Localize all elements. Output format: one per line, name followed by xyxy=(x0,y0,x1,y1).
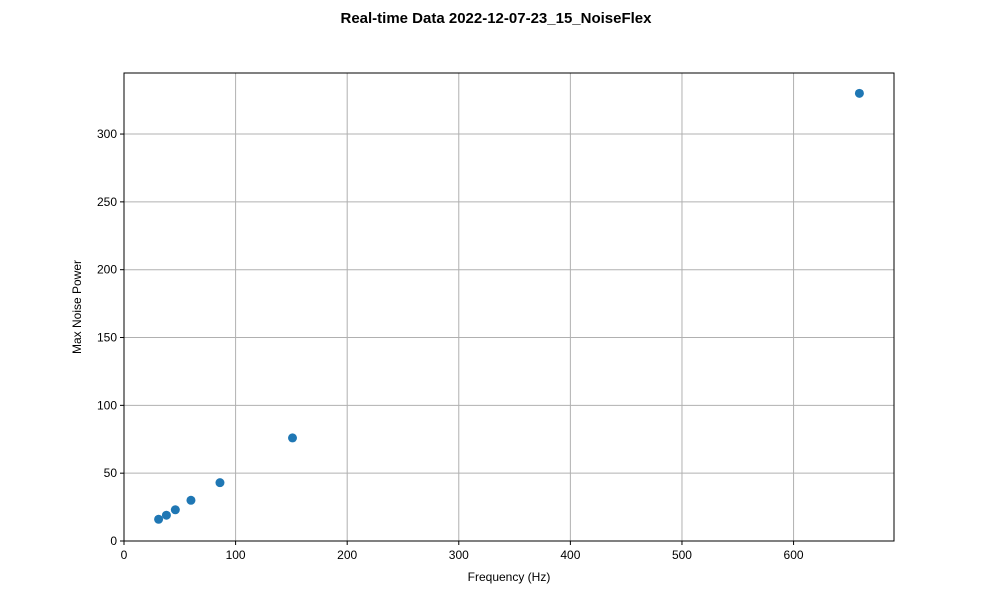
chart-title: Real-time Data 2022-12-07-23_15_NoiseFle… xyxy=(340,10,652,27)
x-axis-label: Frequency (Hz) xyxy=(468,570,551,584)
data-point xyxy=(215,478,225,488)
x-tick-label: 100 xyxy=(226,548,246,562)
y-tick-label: 150 xyxy=(97,331,117,345)
y-tick-label: 300 xyxy=(97,127,117,141)
y-tick-label: 250 xyxy=(97,195,117,209)
x-tick-label: 500 xyxy=(672,548,692,562)
x-tick-label: 0 xyxy=(121,548,128,562)
x-tick-label: 600 xyxy=(784,548,804,562)
data-point xyxy=(186,495,196,505)
x-tick-label: 300 xyxy=(449,548,469,562)
grid-lines xyxy=(123,73,894,542)
plot-area xyxy=(123,72,895,542)
y-axis-label: Max Noise Power xyxy=(70,260,84,354)
y-tick-label: 100 xyxy=(97,398,117,412)
data-point xyxy=(154,514,164,524)
axis-ticks: 0 100 200 300 400 500 600 0 50 100 150 200 250 300 xyxy=(97,127,804,562)
y-tick-label: 200 xyxy=(97,263,117,277)
y-tick-label: 50 xyxy=(104,466,118,480)
x-tick-label: 400 xyxy=(560,548,580,562)
data-point xyxy=(288,433,298,443)
data-point xyxy=(161,510,171,520)
x-tick-label: 200 xyxy=(337,548,357,562)
data-points xyxy=(154,88,864,524)
y-tick-label: 0 xyxy=(110,534,117,548)
data-point xyxy=(170,505,180,515)
data-point xyxy=(854,88,864,98)
